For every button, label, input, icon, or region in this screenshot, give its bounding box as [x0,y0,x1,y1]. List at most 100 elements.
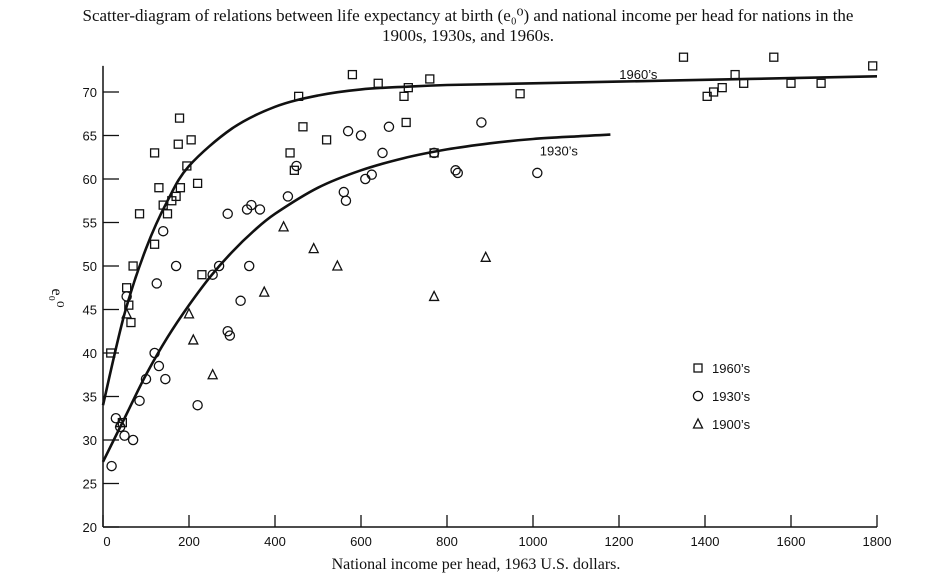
legend-label: 1900’s [712,417,751,432]
data-point-circle [342,125,354,137]
fitted-curves [101,75,878,463]
fitted-curve [101,75,878,406]
y-tick-label: 45 [83,303,97,318]
data-point-triangle [308,242,320,254]
data-point-square [285,148,295,158]
data-point-circle [452,167,463,179]
data-point-circle [106,460,117,472]
data-point-square [868,61,878,71]
data-point-square [717,83,727,93]
data-point-circle [235,295,246,307]
data-point-square [126,317,136,328]
y-tick-label: 55 [83,216,97,231]
data-point-square [786,78,796,88]
data-point-square [134,209,145,219]
data-point-triangle [480,250,492,262]
curve-label: 1930’s [540,144,579,159]
legend-label: 1930’s [712,389,751,404]
x-tick-label: 1200 [605,534,634,549]
data-point-triangle [207,368,219,380]
data-point-circle [134,395,145,407]
legend-label: 1960’s [712,361,751,376]
data-point-square [149,239,160,249]
data-point-square [678,52,689,62]
legend-marker-square [693,363,703,373]
data-point-triangle [121,307,133,319]
data-point-circle [282,191,294,202]
data-point-circle [140,373,152,385]
data-point-circle [476,117,487,128]
y-tick-label: 65 [83,129,97,144]
data-point-circle [207,269,218,280]
legend-marker-triangle [692,417,704,429]
x-tick-label: 1600 [777,534,806,549]
data-point-square [175,183,186,193]
data-point-triangle [114,416,126,428]
data-points [106,52,878,472]
data-point-square [186,135,196,145]
chart-title-line2: 1900s, 1930s, and 1960s. [382,26,554,45]
data-point-triangle [183,307,195,319]
data-point-circle [355,130,367,141]
x-tick-label: 1400 [691,534,720,549]
y-tick-label: 40 [83,346,97,361]
data-point-circle [160,373,171,385]
data-point-square [106,348,116,358]
y-axis-label: e₀⁰ [48,288,65,307]
curve-label: 1960’s [619,67,658,82]
data-point-circle [119,430,130,441]
data-point-circle [222,325,233,337]
x-tick-label: 400 [264,534,286,549]
data-point-square [197,270,207,280]
x-tick-label: 1800 [863,534,892,549]
y-tick-label: 30 [83,433,97,448]
data-point-circle [153,360,165,372]
data-point-square [515,89,525,99]
data-point-circle [149,347,160,359]
data-point-circle [450,165,461,176]
data-point-square [739,78,749,88]
axes: 0 200 400 600 800 1000 1200 1400 1600 1800 20 25 30 3… [83,65,892,549]
data-point-square [373,78,383,88]
data-point-circle [291,160,302,172]
data-point-circle [340,195,352,206]
x-tick-label: 1000 [519,534,548,549]
data-point-square [425,74,435,84]
y-tick-label: 25 [83,477,97,492]
chart-title: Scatter-diagram of relations between lif… [82,6,854,25]
y-tick-label: 20 [83,520,97,535]
data-point-square [399,91,409,101]
data-point-circle [254,204,266,215]
data-point-triangle [331,259,343,271]
x-tick-label: 0 [103,534,110,549]
data-point-circle [222,208,233,220]
x-tick-label: 800 [436,534,458,549]
data-point-square [293,91,304,101]
data-point-square [171,191,181,202]
x-axis-label: National income per head, 1963 U.S. doll… [332,556,621,573]
data-point-square [149,148,160,158]
data-point-square [162,209,173,219]
data-point-circle [428,147,440,159]
x-tick-label: 600 [350,534,372,549]
data-point-circle [243,260,255,272]
legend: 1960’s 1930’s 1900’s [692,361,751,432]
data-point-circle [170,260,182,272]
data-point-circle [151,278,162,289]
x-tick-label: 200 [178,534,200,549]
data-point-square [401,117,411,128]
data-point-triangle [278,220,290,232]
data-point-circle [192,399,203,411]
data-point-circle [383,121,395,133]
data-point-circle [157,225,169,237]
data-point-circle [127,434,139,446]
data-point-square [298,122,308,132]
fitted-curve [101,133,611,463]
data-point-square [321,135,332,145]
data-point-circle [338,186,350,198]
data-point-square [730,69,740,80]
legend-marker-circle [692,390,704,402]
data-point-square [173,139,183,149]
data-point-square [154,183,164,193]
